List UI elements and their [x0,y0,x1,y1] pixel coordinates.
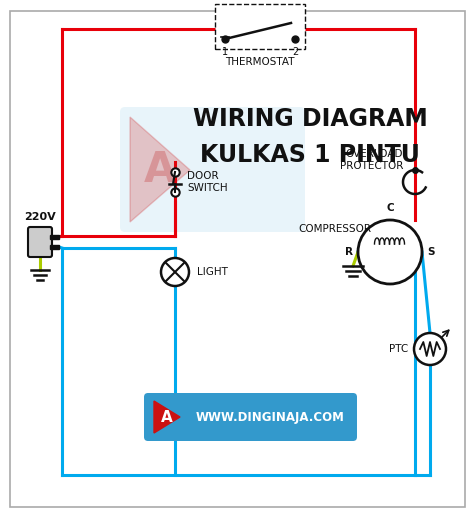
Text: OVERLOAD
PROTECTOR: OVERLOAD PROTECTOR [339,149,403,171]
Circle shape [161,258,189,286]
Text: C: C [386,203,394,213]
Text: COMPRESSOR: COMPRESSOR [298,224,371,234]
Text: A: A [161,409,173,424]
Text: 2: 2 [292,47,298,57]
Text: LIGHT: LIGHT [197,267,228,277]
Bar [50,235,59,239]
Bar [215,4,305,49]
Text: THERMOSTAT: THERMOSTAT [225,57,295,67]
FancyBboxPatch shape [120,107,305,232]
Text: R: R [345,247,353,257]
FancyBboxPatch shape [28,227,52,257]
Text: WIRING DIAGRAM: WIRING DIAGRAM [193,107,427,131]
Polygon shape [130,117,190,222]
Circle shape [414,333,446,365]
Circle shape [358,220,422,284]
Text: 1: 1 [222,47,228,57]
Text: S: S [427,247,435,257]
FancyBboxPatch shape [144,393,357,441]
Text: DOOR
SWITCH: DOOR SWITCH [187,171,228,193]
Polygon shape [154,401,180,433]
Bar [50,245,59,249]
Text: PTC: PTC [389,344,408,354]
Text: WWW.DINGINAJA.COM: WWW.DINGINAJA.COM [196,410,345,423]
Text: A: A [144,149,176,191]
Text: 220V: 220V [24,212,56,222]
Text: KULKAS 1 PINTU: KULKAS 1 PINTU [200,143,420,167]
